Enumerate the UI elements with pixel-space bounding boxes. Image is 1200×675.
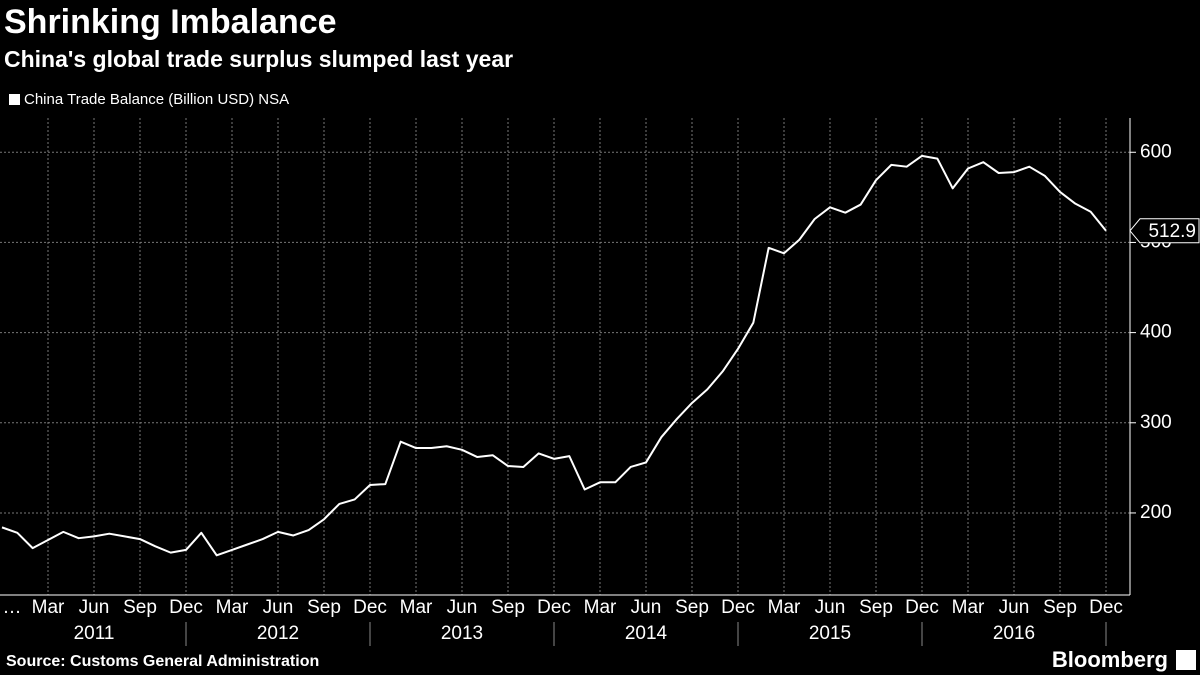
chart-subtitle: China's global trade surplus slumped las…: [4, 46, 513, 72]
y-tick-label: 400: [1140, 322, 1172, 343]
x-tick-label: Mar: [952, 597, 985, 618]
x-group-label: 2016: [993, 623, 1035, 644]
x-tick-label: Dec: [169, 597, 203, 618]
last-value-box: [1129, 218, 1200, 244]
x-tick-label: Jun: [447, 597, 478, 618]
legend-label: China Trade Balance (Billion USD) NSA: [24, 91, 289, 108]
x-tick-label: Mar: [32, 597, 65, 618]
x-group-label: 2013: [441, 623, 483, 644]
y-tick-label: 300: [1140, 412, 1172, 433]
x-tick-label: Mar: [768, 597, 801, 618]
x-group-label: 2012: [257, 623, 299, 644]
x-tick-label: Dec: [1089, 597, 1123, 618]
x-tick-label: Sep: [123, 597, 157, 618]
line: [1, 154, 1107, 557]
x-tick-label: Jun: [815, 597, 846, 618]
x-group-label: 2015: [809, 623, 851, 644]
x-tick-label: Dec: [905, 597, 939, 618]
x-tick-label: Sep: [675, 597, 709, 618]
x-tick-label: Dec: [721, 597, 755, 618]
brand-icon: [1176, 650, 1196, 670]
x-tick-label: Sep: [491, 597, 525, 618]
x-tick-label: Sep: [1043, 597, 1077, 618]
x-group-label: 2014: [625, 623, 668, 644]
last-value-label: 512.9: [1148, 221, 1196, 242]
legend-swatch: [9, 94, 20, 105]
x-tick-label: Dec: [353, 597, 387, 618]
x-tick-label: Mar: [216, 597, 249, 618]
x-tick-label: Mar: [584, 597, 617, 618]
x-tick-label: …: [3, 597, 22, 618]
x-tick-label: Sep: [307, 597, 341, 618]
x-tick-label: Sep: [859, 597, 893, 618]
x-group-label: 2011: [74, 623, 115, 644]
x-tick-label: Mar: [400, 597, 433, 618]
x-tick-label: Jun: [263, 597, 294, 618]
y-tick-label: 200: [1140, 502, 1172, 523]
source: Source: Customs General Administration: [6, 653, 319, 670]
x-tick-label: Jun: [79, 597, 110, 618]
x-tick-label: Jun: [631, 597, 662, 618]
chart-title: Shrinking Imbalance: [4, 3, 337, 41]
x-tick-label: Dec: [537, 597, 571, 618]
brand: Bloomberg: [1052, 647, 1168, 672]
y-tick-label: 600: [1140, 141, 1172, 162]
x-tick-label: Jun: [999, 597, 1030, 618]
